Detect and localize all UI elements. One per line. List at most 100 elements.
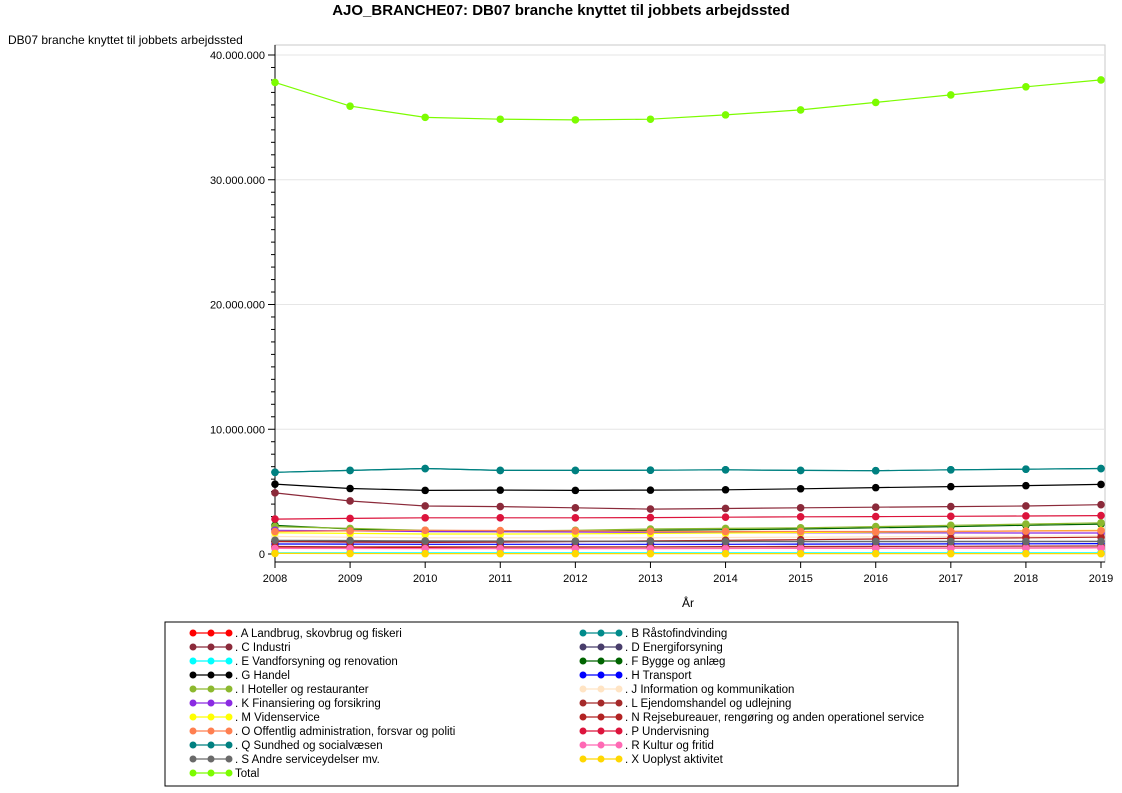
legend-marker <box>189 713 197 721</box>
legend-item: . M Videnservice <box>189 712 320 724</box>
legend-label: . E Vandforsyning og renovation <box>235 656 398 668</box>
data-point <box>571 486 580 495</box>
legend-marker <box>189 685 197 693</box>
x-tick-label: 2015 <box>788 573 812 585</box>
data-point <box>421 502 429 510</box>
legend-marker <box>207 685 215 693</box>
legend-marker <box>597 657 605 665</box>
legend-marker <box>615 741 623 749</box>
data-point <box>496 526 505 535</box>
data-point <box>1097 544 1105 552</box>
x-tick-label: 2011 <box>488 573 512 585</box>
legend-marker <box>189 727 197 735</box>
data-point <box>1097 519 1105 527</box>
data-point <box>1022 520 1030 528</box>
data-point <box>496 466 505 475</box>
data-point <box>271 468 279 477</box>
data-point <box>947 544 955 552</box>
data-point <box>571 527 580 535</box>
legend-marker <box>615 643 623 651</box>
series-18 <box>271 536 1105 546</box>
data-point <box>871 537 880 546</box>
data-point <box>947 549 955 558</box>
data-point <box>871 98 880 107</box>
data-point <box>796 537 805 546</box>
series-line <box>274 535 1102 539</box>
series-line <box>274 79 1102 121</box>
data-point <box>1022 83 1030 91</box>
data-point <box>271 480 279 488</box>
data-point <box>571 466 580 475</box>
legend-marker <box>579 755 587 763</box>
data-point <box>421 537 429 545</box>
legend-marker <box>207 741 215 749</box>
data-point <box>947 521 955 530</box>
data-point <box>571 504 580 512</box>
data-point <box>271 515 279 523</box>
data-point <box>1097 76 1105 84</box>
data-point <box>947 465 955 474</box>
data-point <box>1022 502 1030 510</box>
data-point <box>796 504 805 512</box>
legend-item: . D Energiforsyning <box>579 642 723 654</box>
legend-marker <box>207 671 215 679</box>
data-point <box>1097 500 1105 509</box>
legend-marker <box>225 657 233 665</box>
data-point <box>346 536 354 545</box>
data-point <box>571 549 580 558</box>
legend-marker <box>615 685 623 693</box>
x-tick-label: 2008 <box>263 573 287 585</box>
data-point <box>271 536 279 545</box>
data-point <box>721 485 730 494</box>
data-point <box>346 549 354 558</box>
legend-marker <box>579 657 587 665</box>
legend-item: . R Kultur og fritid <box>579 740 714 752</box>
legend-label: . D Energiforsyning <box>625 642 723 654</box>
legend-marker <box>597 699 605 707</box>
legend-marker <box>579 643 587 651</box>
data-point <box>496 486 505 494</box>
legend-marker <box>189 657 197 665</box>
legend-marker <box>189 629 197 637</box>
data-point <box>496 514 505 522</box>
legend-label: . C Industri <box>235 642 291 654</box>
series-14 <box>271 526 1105 536</box>
legend: . A Landbrug, skovbrug og fiskeri . B Rås… <box>164 621 959 787</box>
data-point <box>947 502 955 511</box>
x-tick-label: 2014 <box>713 573 737 585</box>
data-point <box>421 486 429 495</box>
legend-marker <box>207 699 215 707</box>
data-point <box>1022 465 1030 473</box>
series-line <box>274 483 1102 492</box>
data-point <box>346 102 354 110</box>
data-point <box>871 549 880 558</box>
legend-marker <box>597 643 605 651</box>
legend-marker <box>207 713 215 721</box>
data-point <box>1097 511 1105 520</box>
legend-marker <box>615 657 623 665</box>
legend-marker <box>597 685 605 693</box>
data-point <box>947 527 955 536</box>
legend-label: . M Videnservice <box>235 712 320 724</box>
legend-marker <box>189 755 197 763</box>
data-point <box>271 78 279 87</box>
legend-marker <box>615 699 623 707</box>
legend-marker <box>207 643 215 651</box>
legend-marker <box>579 671 587 679</box>
data-point <box>421 464 429 473</box>
data-point <box>271 489 279 497</box>
data-point <box>496 502 505 511</box>
data-point <box>571 514 580 522</box>
legend-label: . N Rejsebureauer, rengøring og anden op… <box>625 712 924 724</box>
data-point <box>947 512 955 521</box>
legend-label: Total <box>235 768 259 780</box>
data-point <box>947 482 955 491</box>
data-point <box>796 549 805 558</box>
legend-item: . F Bygge og anlæg <box>579 656 725 668</box>
y-tick-label: 40.000.000 <box>210 50 265 62</box>
data-point <box>646 466 655 474</box>
series-line <box>274 545 1102 548</box>
data-point <box>421 514 429 522</box>
series-2 <box>271 489 1105 513</box>
